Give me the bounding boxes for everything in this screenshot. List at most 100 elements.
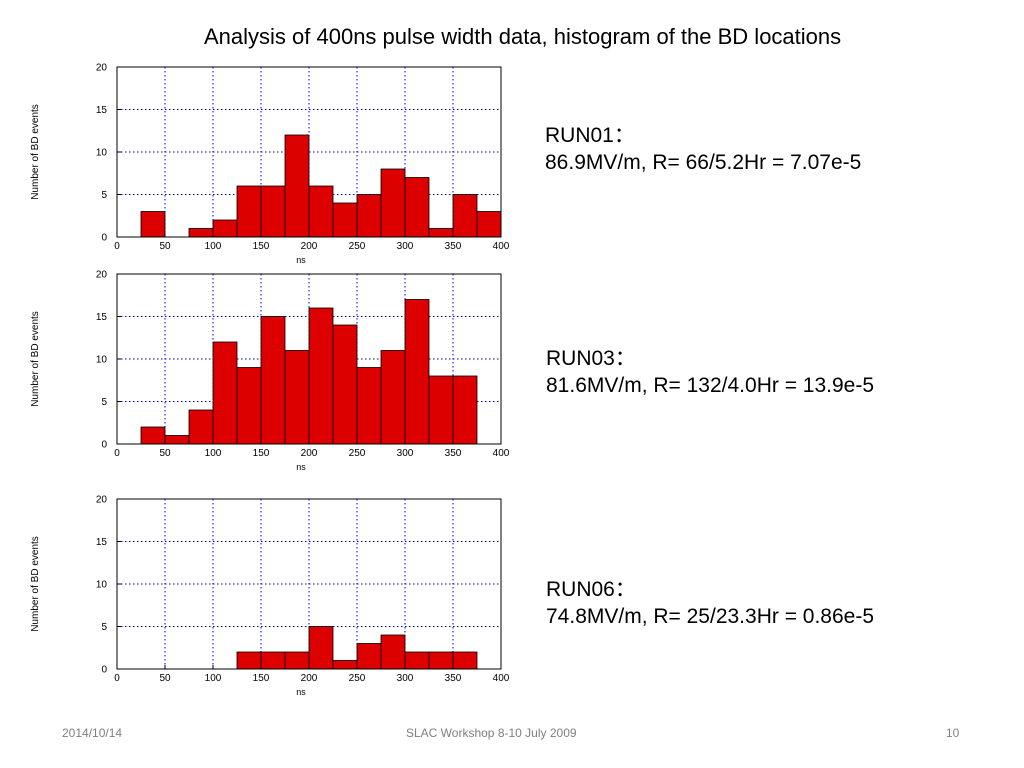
x-tick-label: 200: [301, 448, 318, 459]
run01-params: 86.9MV/m, R= 66/5.2Hr = 7.07e-5: [545, 151, 862, 174]
histogram-bar: [428, 375, 454, 445]
histogram-bar: [404, 651, 430, 670]
y-tick-label: 20: [96, 63, 108, 74]
run06-annotation: RUN06： 74.8MV/m, R= 25/23.3Hr = 0.86e-5: [546, 576, 874, 630]
x-tick-label: 350: [445, 241, 462, 252]
x-tick-label: 300: [397, 241, 414, 252]
run03-annotation: RUN03： 81.6MV/m, R= 132/4.0Hr = 13.9e-5: [546, 345, 874, 399]
x-tick-label: 400: [493, 673, 510, 684]
histogram-bar: [260, 185, 286, 238]
histogram-bar: [236, 185, 262, 238]
histogram-run01: 0 50 100 150 200 250 300 350 400 0 5 10 15 20 ns Number…: [30, 63, 510, 266]
histogram-bar: [380, 634, 406, 670]
x-tick-label: 100: [205, 673, 222, 684]
histogram-bar: [452, 194, 478, 238]
footer-date: 2014/10/14: [62, 726, 123, 740]
x-axis-label: ns: [296, 255, 306, 265]
x-tick-label: 200: [301, 673, 318, 684]
x-tick-label: 50: [159, 241, 171, 252]
histogram-run06: 0 50 100 150 200 250 300 350 400 0 5 10 15 20 ns Number…: [30, 495, 510, 698]
run01-annotation: RUN01： 86.9MV/m, R= 66/5.2Hr = 7.07e-5: [545, 122, 861, 176]
x-tick-label: 100: [205, 448, 222, 459]
histogram-bar: [260, 316, 286, 445]
histogram-bar: [452, 651, 478, 670]
y-tick-label: 0: [101, 665, 107, 676]
x-tick-label: 100: [205, 241, 222, 252]
x-tick-label: 350: [445, 673, 462, 684]
y-tick-label: 0: [101, 233, 107, 244]
histogram-bar: [236, 651, 262, 670]
histogram-bar: [356, 643, 382, 670]
x-tick-label: 300: [397, 673, 414, 684]
x-tick-label: 200: [301, 241, 318, 252]
x-tick-label: 0: [114, 241, 120, 252]
histogram-bar: [428, 651, 454, 670]
y-tick-label: 15: [96, 537, 108, 548]
x-tick-label: 300: [397, 448, 414, 459]
x-axis-label: ns: [296, 462, 306, 472]
histogram-bar: [356, 194, 382, 238]
histogram-bar: [452, 375, 478, 445]
y-axis-label: Number of BD events: [30, 311, 41, 407]
x-tick-label: 150: [253, 241, 270, 252]
y-tick-label: 15: [96, 312, 108, 323]
run03-name: RUN03：: [546, 347, 636, 370]
run06-name: RUN06：: [546, 578, 636, 601]
histogram-bar: [404, 177, 430, 238]
y-tick-label: 5: [101, 397, 107, 408]
y-axis-label: Number of BD events: [30, 104, 41, 200]
slide-title: Analysis of 400ns pulse width data, hist…: [204, 24, 842, 49]
histogram-bar: [332, 660, 358, 670]
x-tick-label: 250: [349, 673, 366, 684]
histogram-bar: [380, 350, 406, 445]
x-tick-label: 50: [159, 448, 171, 459]
histogram-bar: [164, 435, 190, 445]
footer-page-number: 10: [946, 726, 960, 740]
footer-event: SLAC Workshop 8-10 July 2009: [406, 726, 577, 740]
x-tick-label: 150: [253, 448, 270, 459]
x-axis-label: ns: [296, 687, 306, 697]
y-axis-label: Number of BD events: [30, 536, 41, 632]
y-tick-label: 15: [96, 105, 108, 116]
y-tick-label: 10: [96, 148, 108, 159]
histogram-run03: 0 50 100 150 200 250 300 350 400 0 5 10 15 20 ns Number…: [30, 270, 510, 473]
histogram-bar: [140, 426, 166, 445]
y-tick-label: 10: [96, 580, 108, 591]
y-tick-label: 5: [101, 622, 107, 633]
x-tick-label: 50: [159, 673, 171, 684]
histogram-bar: [260, 651, 286, 670]
histogram-bar: [428, 228, 454, 238]
histogram-bar: [284, 134, 310, 238]
histogram-bar: [284, 350, 310, 445]
y-tick-label: 20: [96, 270, 108, 281]
histogram-bar: [212, 341, 238, 445]
histogram-bar: [188, 409, 214, 445]
histogram-bar: [308, 307, 334, 445]
run03-params: 81.6MV/m, R= 132/4.0Hr = 13.9e-5: [546, 374, 875, 397]
histogram-bar: [332, 324, 358, 445]
histogram-bar: [140, 211, 166, 238]
histogram-bar: [236, 367, 262, 445]
x-tick-label: 250: [349, 448, 366, 459]
y-tick-label: 10: [96, 355, 108, 366]
x-tick-label: 400: [493, 241, 510, 252]
histogram-bar: [332, 202, 358, 238]
y-tick-label: 20: [96, 495, 108, 506]
histogram-bar: [380, 168, 406, 238]
histogram-bar: [212, 219, 238, 238]
x-tick-label: 250: [349, 241, 366, 252]
x-tick-label: 350: [445, 448, 462, 459]
x-tick-label: 150: [253, 673, 270, 684]
histogram-bar: [308, 626, 334, 670]
histogram-bar: [476, 211, 502, 238]
run01-name: RUN01：: [545, 124, 635, 147]
histogram-bar: [356, 367, 382, 445]
y-tick-label: 0: [101, 440, 107, 451]
run06-params: 74.8MV/m, R= 25/23.3Hr = 0.86e-5: [546, 605, 875, 628]
y-tick-label: 5: [101, 190, 107, 201]
histogram-bar: [284, 651, 310, 670]
x-tick-label: 0: [114, 448, 120, 459]
histogram-bar: [188, 228, 214, 238]
histogram-bar: [404, 299, 430, 445]
x-tick-label: 0: [114, 673, 120, 684]
